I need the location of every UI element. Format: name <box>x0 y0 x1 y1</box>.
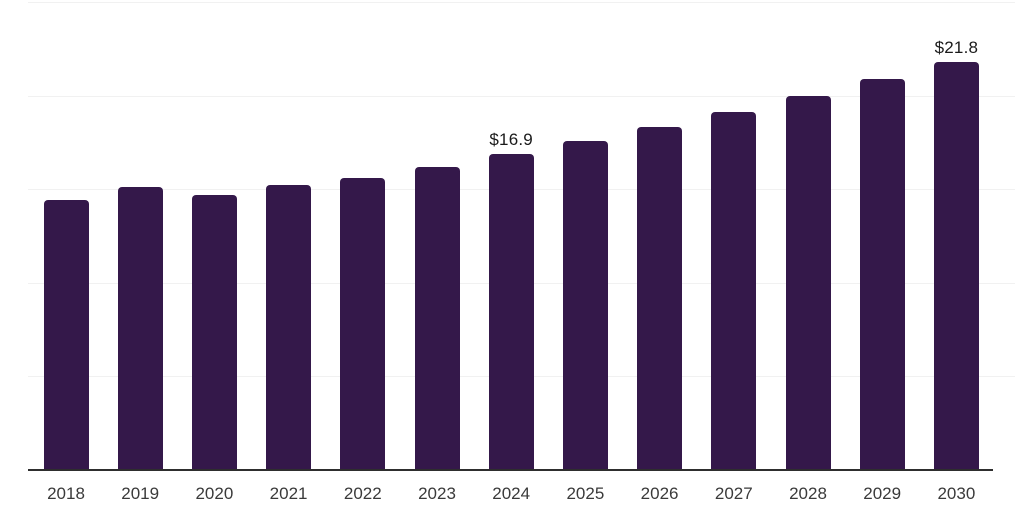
bar-2019 <box>117 187 163 470</box>
bar-2026 <box>637 127 683 470</box>
x-tick-label-2024: 2024 <box>492 484 531 503</box>
gridline-y-20 <box>28 95 1015 97</box>
bar-2025 <box>562 140 608 470</box>
bar-value-label-2030: $21.8 <box>934 37 979 57</box>
bar-2028 <box>785 95 831 470</box>
bar-2020 <box>191 194 237 470</box>
x-tick-label-2020: 2020 <box>195 484 234 503</box>
bar-2030 <box>933 61 979 470</box>
bar-2029 <box>859 78 905 470</box>
gridline-y-25 <box>28 2 1015 3</box>
bar-value-label-2024: $16.9 <box>489 129 533 149</box>
x-tick-label-2027: 2027 <box>714 484 753 503</box>
x-tick-label-2021: 2021 <box>269 484 308 503</box>
bar-2023 <box>414 166 460 470</box>
x-tick-label-2026: 2026 <box>640 484 679 503</box>
x-tick-label-2022: 2022 <box>343 484 382 503</box>
bar-2021 <box>266 185 312 470</box>
x-tick-label-2018: 2018 <box>47 484 85 503</box>
x-tick-label-2028: 2028 <box>789 484 827 503</box>
x-tick-label-2029: 2029 <box>863 484 902 503</box>
bar-2022 <box>340 177 386 470</box>
bar-2018 <box>43 200 89 470</box>
x-tick-label-2023: 2023 <box>418 484 456 503</box>
bar-2027 <box>711 112 757 470</box>
x-tick-label-2019: 2019 <box>121 484 160 503</box>
bar-2024 <box>488 153 534 470</box>
x-tick-label-2030: 2030 <box>937 484 976 503</box>
x-tick-label-2025: 2025 <box>566 484 605 503</box>
x-axis-line <box>28 469 993 471</box>
